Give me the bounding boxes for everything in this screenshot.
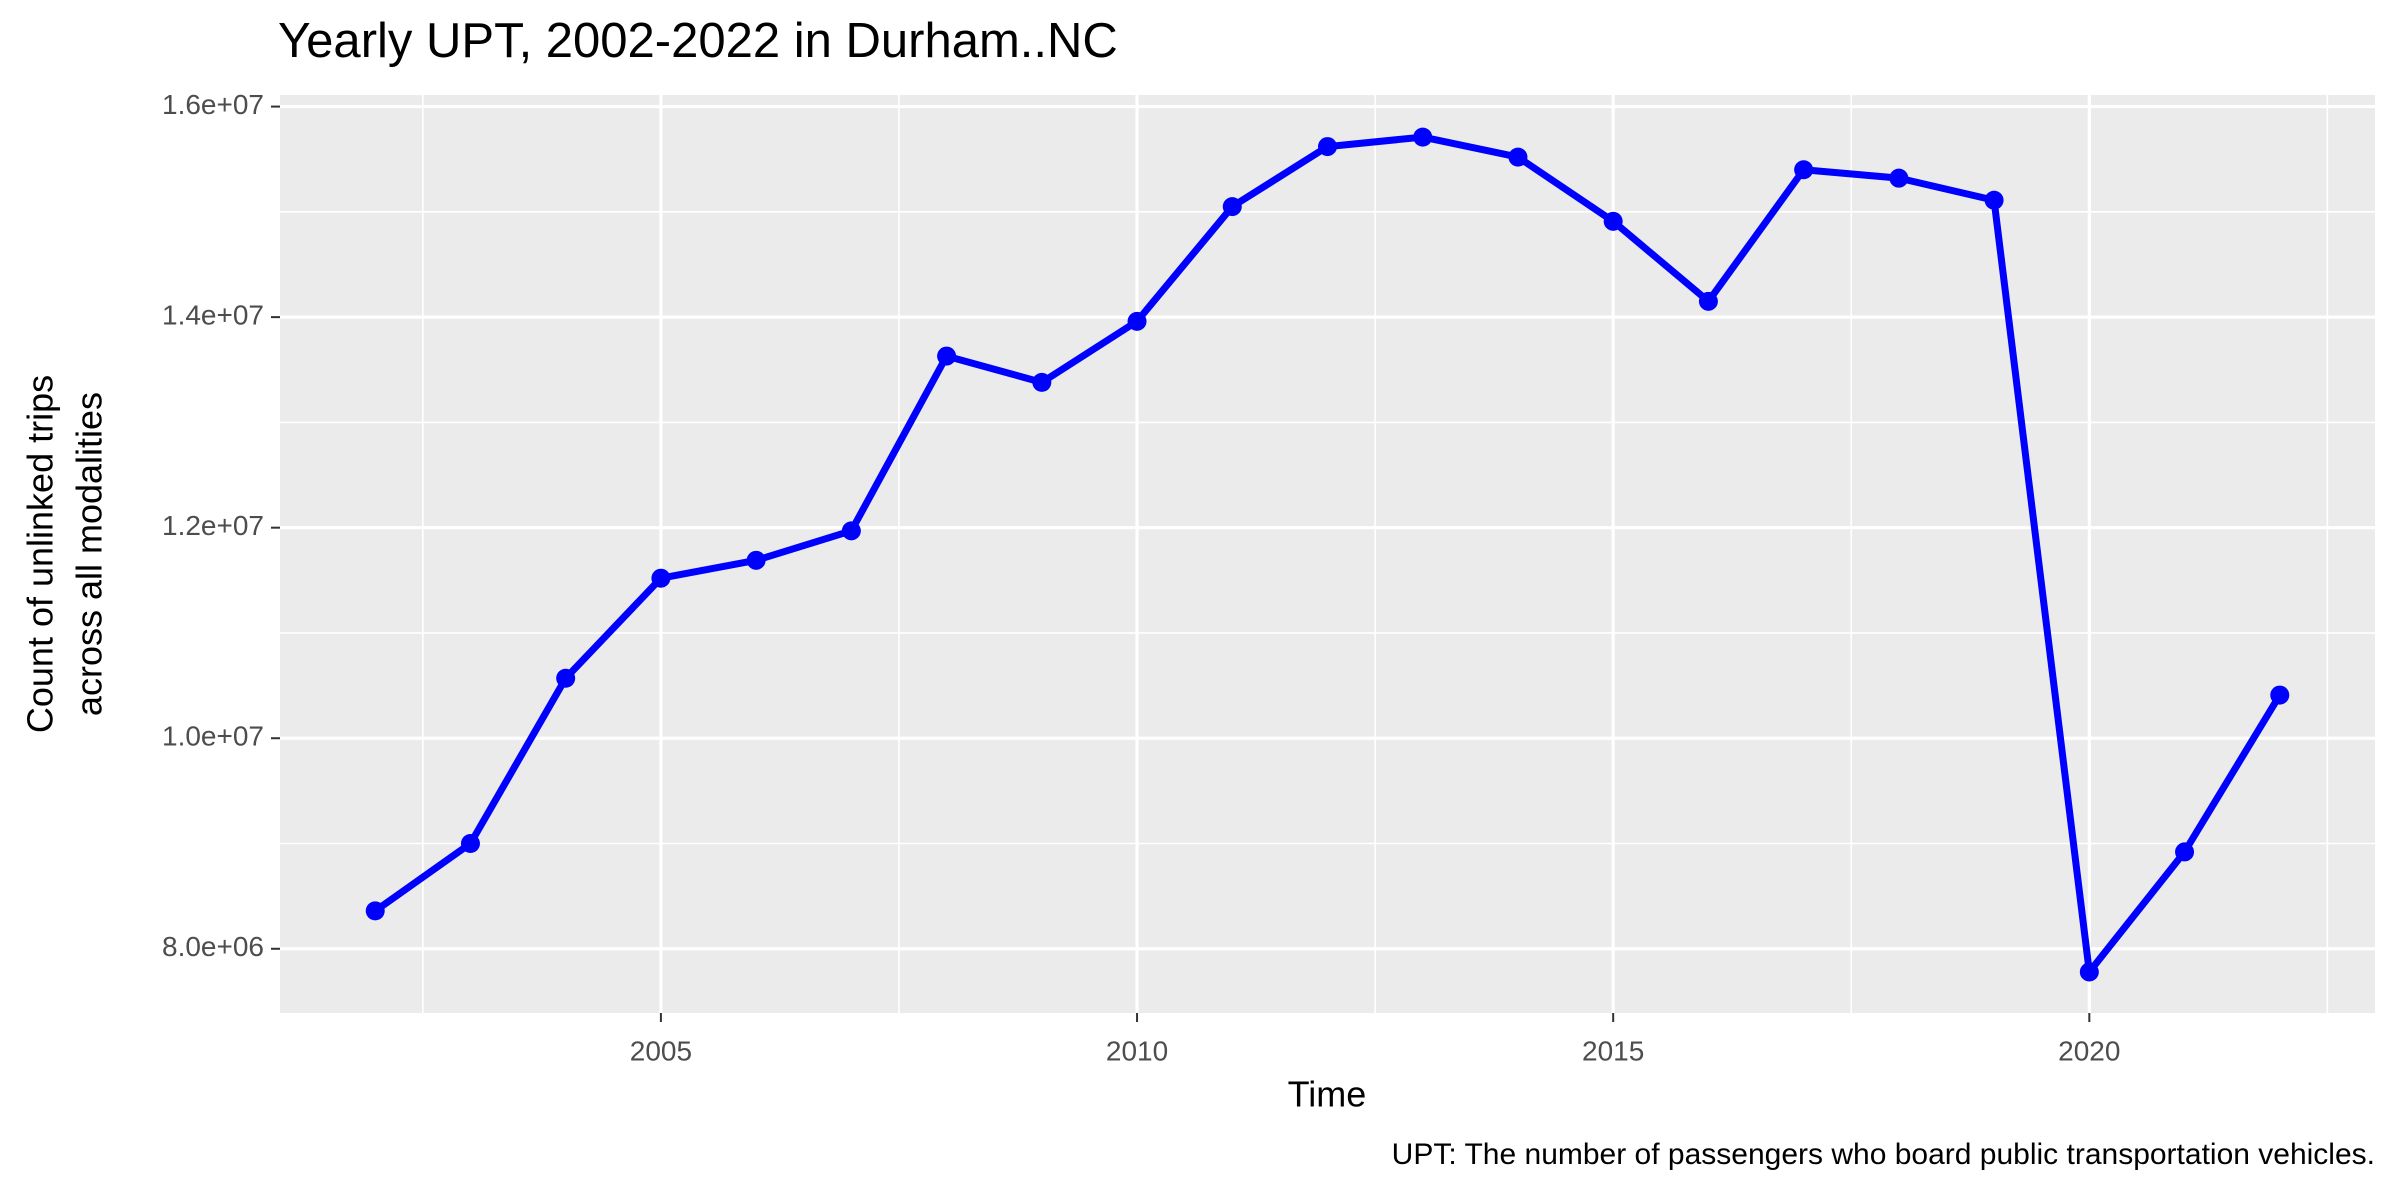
point (460, 834, 480, 854)
point (937, 346, 957, 366)
chart-title: Yearly UPT, 2002-2022 in Durham..NC (278, 14, 1118, 68)
y-tick-label: 1.6e+07 (162, 89, 264, 120)
point (1889, 168, 1909, 188)
point (1508, 147, 1528, 167)
point (1698, 291, 1718, 311)
x-tick-label: 2020 (2058, 1035, 2120, 1066)
y-axis-title: Count of unlinked trips (20, 375, 61, 733)
point (1794, 160, 1814, 180)
point (2270, 685, 2290, 705)
point (841, 521, 861, 541)
point (556, 668, 576, 688)
point (1032, 372, 1052, 392)
y-tick-label: 1.4e+07 (162, 300, 264, 331)
y-tick-label: 1.0e+07 (162, 721, 264, 752)
x-axis-title: Time (1288, 1074, 1367, 1115)
y-axis-title: across all modalities (69, 392, 110, 716)
panel (280, 95, 2375, 1013)
x-tick-label: 2005 (630, 1035, 692, 1066)
caption: UPT: The number of passengers who board … (1392, 1138, 2375, 1171)
point (1603, 211, 1623, 231)
x-tick-label: 2010 (1106, 1035, 1168, 1066)
point (1984, 190, 2004, 210)
point (2175, 842, 2195, 862)
x-tick-label: 2015 (1582, 1035, 1644, 1066)
point (2079, 962, 2099, 982)
point (365, 901, 385, 921)
point (1318, 137, 1337, 157)
y-tick-label: 8.0e+06 (162, 931, 264, 962)
point (651, 568, 671, 588)
point (746, 550, 766, 570)
y-tick-label: 1.2e+07 (162, 510, 264, 541)
point (1413, 127, 1433, 147)
point (1222, 197, 1242, 217)
point (1127, 311, 1147, 331)
